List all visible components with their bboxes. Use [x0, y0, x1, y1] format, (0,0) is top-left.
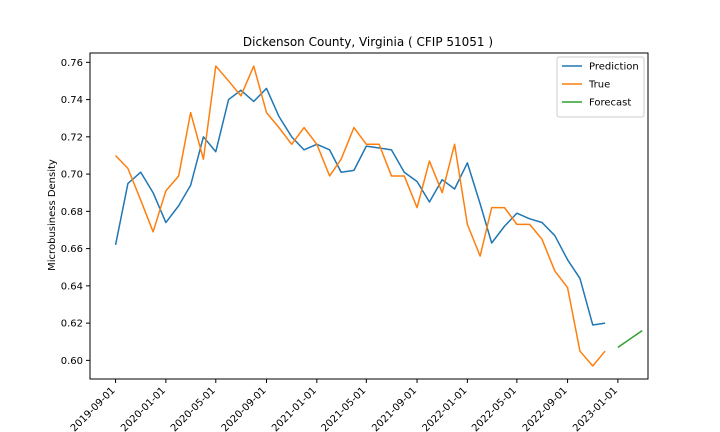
y-tick-label: 0.68	[61, 207, 83, 218]
y-tick-label: 0.64	[61, 281, 83, 292]
x-tick-label: 2022-09-01	[521, 385, 570, 432]
legend-label-prediction: Prediction	[589, 62, 639, 73]
legend-label-true: True	[588, 80, 610, 91]
plot-area	[114, 65, 643, 367]
series-line-prediction	[114, 87, 606, 326]
x-tick-label: 2021-05-01	[320, 385, 369, 432]
x-tick-label: 2020-01-01	[119, 385, 168, 432]
y-tick-label: 0.72	[61, 132, 83, 143]
x-tick-label: 2023-01-01	[571, 385, 620, 432]
x-tick-label: 2021-01-01	[270, 385, 319, 432]
y-tick-label: 0.70	[61, 170, 83, 181]
x-tick-label: 2020-05-01	[169, 385, 218, 432]
plot-frame	[89, 52, 649, 380]
x-tick-label: 2021-09-01	[370, 385, 419, 432]
chart-title: Dickenson County, Virginia ( CFIP 51051 …	[243, 35, 493, 49]
x-tick-label: 2022-05-01	[470, 385, 519, 432]
x-tick-label: 2019-09-01	[69, 385, 118, 432]
series-line-true	[115, 65, 606, 367]
legend: Prediction True Forecast	[556, 56, 645, 118]
series-line-forecast	[617, 329, 643, 348]
y-tick-label: 0.60	[61, 356, 83, 367]
y-tick-label: 0.66	[61, 244, 83, 255]
x-tick-label: 2020-09-01	[220, 385, 269, 432]
y-axis-title: Microbusiness Density	[47, 159, 58, 271]
x-tick-label: 2022-01-01	[421, 385, 470, 432]
y-tick-label: 0.62	[61, 319, 83, 330]
y-tick-label: 0.76	[61, 58, 83, 69]
axes: 0.60 0.62 0.64 0.66 0.68 0.70 0.72 0.74 0.76 2019…	[61, 58, 620, 432]
y-tick-label: 0.74	[61, 95, 83, 106]
legend-label-forecast: Forecast	[589, 98, 631, 109]
